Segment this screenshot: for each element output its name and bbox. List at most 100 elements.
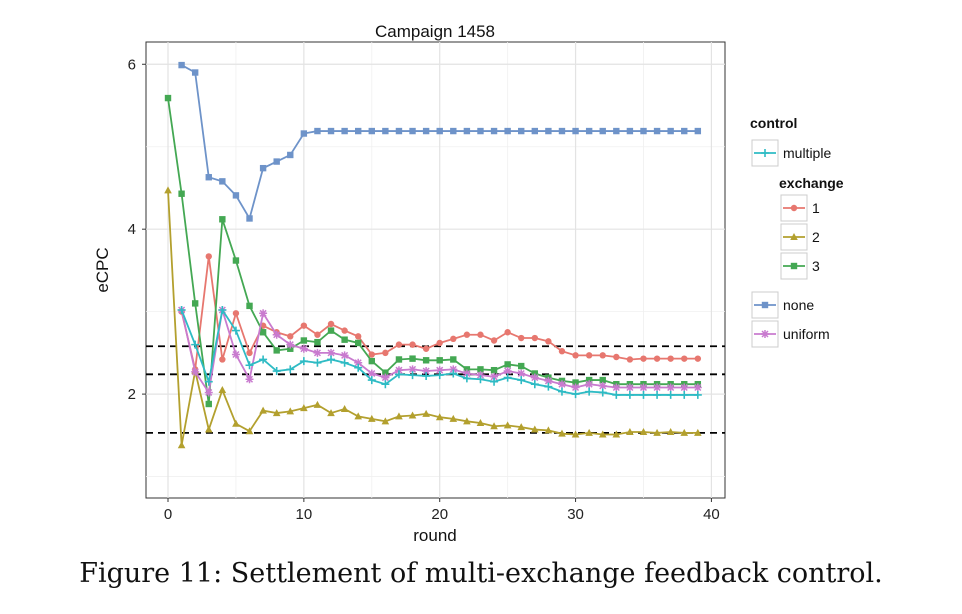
data-point-multiple <box>639 390 648 399</box>
data-point-uniform <box>327 348 336 357</box>
data-point-exchange-1 <box>599 352 606 359</box>
data-point-exchange-2 <box>354 412 363 420</box>
data-point-exchange-2 <box>463 417 471 425</box>
data-point-multiple <box>191 340 200 349</box>
data-point-uniform <box>340 351 349 360</box>
data-point-exchange-3 <box>327 327 335 334</box>
data-point-multiple <box>231 326 240 335</box>
legend-title-control: control <box>750 115 797 131</box>
data-point-none <box>287 151 294 159</box>
data-point-exchange-1 <box>205 253 212 260</box>
data-point-exchange-3 <box>232 257 240 264</box>
data-point-multiple <box>327 355 336 364</box>
chart: 0 10 20 30 40 2 4 6 Campaign 1458 round eCPC co… <box>93 22 844 545</box>
figure-caption: Figure 11: Settlement of multi-exchange … <box>79 558 883 589</box>
data-point-multiple <box>693 390 702 399</box>
legend-label: 1 <box>812 200 820 216</box>
data-point-none <box>395 127 403 135</box>
data-point-multiple <box>381 380 390 389</box>
data-point-multiple <box>367 376 376 385</box>
data-point-exchange-2 <box>571 430 580 438</box>
data-point-exchange-2 <box>517 423 526 431</box>
data-point-uniform <box>259 309 268 318</box>
data-point-exchange-1 <box>463 331 471 338</box>
data-point-multiple <box>354 363 363 372</box>
data-point-exchange-1 <box>368 351 375 358</box>
data-point-multiple <box>490 377 499 386</box>
data-point-multiple <box>476 375 485 384</box>
data-point-none <box>558 127 566 135</box>
data-point-multiple <box>286 365 295 374</box>
data-point-exchange-1 <box>545 338 552 345</box>
data-point-exchange-3 <box>585 376 593 384</box>
y-tick-label: 6 <box>128 56 136 73</box>
data-point-uniform <box>503 367 512 376</box>
data-point-multiple <box>530 380 539 389</box>
data-point-uniform <box>435 366 444 375</box>
data-point-exchange-2 <box>177 441 186 449</box>
data-point-exchange-2 <box>585 428 593 436</box>
data-point-uniform <box>544 376 553 385</box>
data-point-exchange-2 <box>367 414 376 422</box>
x-tick-label: 30 <box>567 506 584 523</box>
data-point-multiple <box>517 376 526 385</box>
data-point-none <box>422 127 430 135</box>
data-point-exchange-2 <box>503 421 512 429</box>
data-point-multiple <box>408 371 417 380</box>
data-point-exchange-1 <box>219 356 226 363</box>
data-point-none <box>300 130 308 137</box>
data-point-uniform <box>612 383 621 392</box>
data-point-multiple <box>394 370 403 379</box>
data-point-multiple <box>313 358 322 367</box>
data-point-exchange-2 <box>395 412 403 420</box>
legend-key-marker <box>761 149 769 157</box>
data-point-exchange-2 <box>666 428 675 436</box>
data-point-none <box>463 127 471 135</box>
data-point-multiple <box>449 369 458 378</box>
data-point-exchange-1 <box>287 333 294 340</box>
data-point-none <box>681 127 688 135</box>
axes: 0 10 20 30 40 2 4 6 <box>128 56 720 523</box>
series-group <box>164 61 702 449</box>
data-point-none <box>531 127 539 135</box>
data-point-exchange-1 <box>382 349 389 357</box>
data-point-none <box>219 178 226 185</box>
data-point-multiple <box>612 390 621 399</box>
data-point-uniform <box>313 348 322 357</box>
data-point-multiple <box>462 374 471 383</box>
data-point-exchange-2 <box>422 409 430 417</box>
data-point-multiple <box>585 387 594 396</box>
data-point-exchange-1 <box>640 355 647 362</box>
data-point-exchange-1 <box>246 349 253 357</box>
x-axis-label: round <box>413 526 456 545</box>
data-point-exchange-1 <box>395 341 403 348</box>
series-line-exchange-2 <box>167 190 698 446</box>
data-point-none <box>205 174 212 181</box>
data-point-exchange-3 <box>341 336 348 343</box>
data-point-none <box>613 127 620 135</box>
data-point-multiple <box>435 371 444 380</box>
legend-key-marker <box>761 330 769 338</box>
data-point-exchange-1 <box>531 334 539 342</box>
data-point-none <box>504 127 511 135</box>
data-point-exchange-2 <box>435 413 444 421</box>
data-point-none <box>585 127 593 135</box>
data-point-none <box>327 127 335 135</box>
chart-title: Campaign 1458 <box>375 22 495 41</box>
data-point-multiple <box>272 367 281 376</box>
data-point-exchange-3 <box>259 329 267 336</box>
data-point-multiple <box>666 390 675 399</box>
data-point-none <box>382 127 389 135</box>
data-point-exchange-3 <box>599 376 606 384</box>
data-point-exchange-1 <box>341 327 348 334</box>
data-point-exchange-3 <box>422 357 430 364</box>
data-point-exchange-1 <box>558 348 566 355</box>
x-tick-label: 0 <box>164 506 172 523</box>
data-point-exchange-3 <box>531 370 539 377</box>
data-point-uniform <box>693 383 702 392</box>
data-point-exchange-2 <box>218 385 227 393</box>
data-point-exchange-3 <box>219 216 226 223</box>
data-point-exchange-1 <box>477 331 484 338</box>
data-point-uniform <box>666 383 675 392</box>
data-point-uniform <box>557 380 566 389</box>
